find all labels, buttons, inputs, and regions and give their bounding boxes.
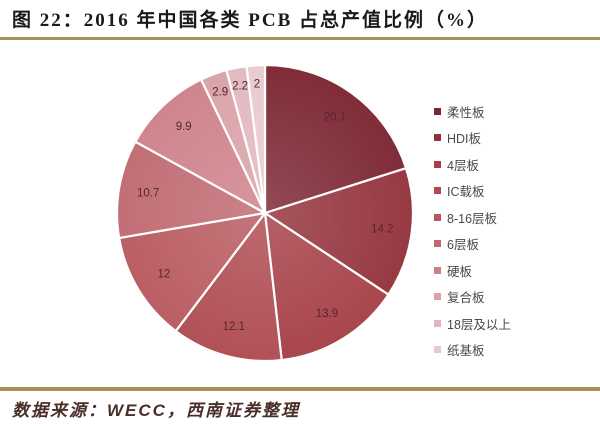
svg-text:12: 12 xyxy=(158,269,171,281)
svg-text:14.2: 14.2 xyxy=(371,223,393,235)
svg-text:20.1: 20.1 xyxy=(324,111,346,123)
svg-text:2: 2 xyxy=(254,79,260,91)
svg-text:9.9: 9.9 xyxy=(176,121,192,133)
svg-text:2.2: 2.2 xyxy=(232,81,248,93)
svg-text:10.7: 10.7 xyxy=(137,187,159,199)
svg-text:12.1: 12.1 xyxy=(223,321,245,333)
svg-text:2.9: 2.9 xyxy=(212,86,228,98)
svg-text:13.9: 13.9 xyxy=(316,308,338,320)
